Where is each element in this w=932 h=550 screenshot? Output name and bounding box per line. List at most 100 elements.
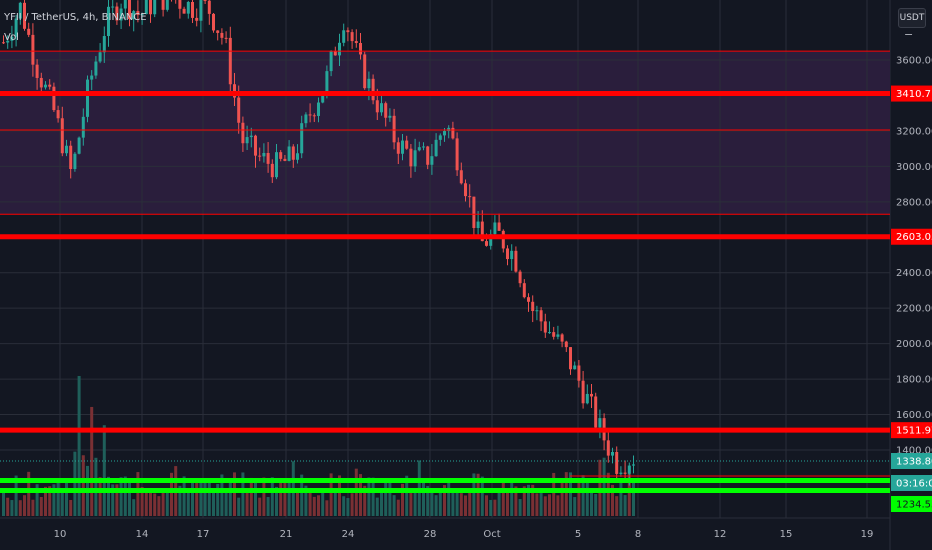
volume-bar bbox=[560, 479, 564, 516]
volume-bar bbox=[140, 486, 144, 516]
candle-body bbox=[350, 32, 354, 42]
volume-bar bbox=[539, 493, 543, 516]
volume-bar bbox=[455, 488, 459, 516]
volume-bar bbox=[300, 474, 304, 516]
candle-body bbox=[283, 158, 287, 161]
volume-bar bbox=[102, 425, 106, 516]
candle-body bbox=[2, 42, 5, 44]
candle-body bbox=[149, 0, 152, 15]
volume-bars bbox=[2, 375, 635, 516]
candle-body bbox=[434, 139, 438, 157]
volume-bar bbox=[73, 451, 77, 516]
candle-body bbox=[522, 283, 526, 298]
candle-body bbox=[611, 451, 614, 456]
candle-body bbox=[165, 0, 169, 10]
candle-body bbox=[388, 115, 392, 118]
volume-bar bbox=[321, 492, 325, 516]
volume-bar bbox=[476, 473, 480, 516]
volume-bar bbox=[380, 492, 383, 516]
volume-bar bbox=[144, 489, 148, 516]
candle-body bbox=[627, 465, 631, 474]
volume-indicator-label[interactable]: Vol bbox=[4, 32, 19, 43]
volume-bar bbox=[157, 496, 161, 516]
candle-body bbox=[140, 14, 144, 16]
candle-body bbox=[573, 365, 577, 370]
collapse-icon[interactable]: − bbox=[904, 28, 914, 41]
candle-body bbox=[585, 393, 589, 404]
volume-bar bbox=[506, 491, 509, 516]
volume-bar bbox=[384, 482, 388, 516]
candle-body bbox=[426, 146, 430, 165]
candle-body bbox=[367, 78, 371, 89]
candle-body bbox=[207, 0, 211, 14]
volume-bar bbox=[14, 475, 18, 516]
candle-body bbox=[594, 396, 598, 428]
volume-bar bbox=[430, 488, 434, 516]
candle-body bbox=[123, 0, 127, 9]
y-tick-label: 3600.00 bbox=[896, 56, 932, 67]
volume-bar bbox=[237, 497, 241, 516]
candle-body bbox=[128, 0, 131, 20]
last-price-badge-bg bbox=[891, 453, 932, 469]
volume-bar bbox=[98, 477, 102, 516]
x-tick-label: 14 bbox=[136, 529, 149, 540]
y-tick-label: 3200.00 bbox=[896, 126, 932, 137]
volume-bar bbox=[338, 475, 341, 516]
y-tick-label: 2800.00 bbox=[896, 197, 932, 208]
volume-bar bbox=[216, 483, 220, 516]
candle-body bbox=[560, 334, 564, 342]
volume-bar bbox=[191, 482, 194, 516]
candle-body bbox=[531, 301, 535, 312]
candle-body bbox=[233, 84, 236, 98]
x-tick-label: Oct bbox=[483, 529, 500, 540]
volume-bar bbox=[149, 490, 152, 516]
volume-bar bbox=[31, 499, 35, 516]
volume-bar bbox=[443, 485, 446, 516]
volume-bar bbox=[371, 477, 375, 516]
volume-bar bbox=[552, 472, 556, 516]
candle-body bbox=[447, 127, 451, 132]
volume-bar bbox=[52, 484, 56, 516]
candle-body bbox=[401, 140, 404, 154]
volume-bar bbox=[409, 492, 413, 516]
volume-bar bbox=[119, 477, 123, 516]
candle-body bbox=[262, 152, 266, 157]
volume-bar bbox=[304, 485, 308, 516]
candle-body bbox=[18, 2, 22, 19]
candle-body bbox=[590, 393, 593, 397]
volume-bar bbox=[619, 481, 623, 516]
candle-body bbox=[77, 137, 81, 154]
candle-body bbox=[606, 440, 610, 456]
volume-bar bbox=[212, 490, 215, 516]
candle-body bbox=[6, 40, 10, 43]
candle-body bbox=[60, 118, 64, 154]
candle-body bbox=[615, 451, 619, 474]
candle-body bbox=[375, 100, 379, 113]
candle-body bbox=[182, 8, 186, 14]
last-price-badge: 1338.80 bbox=[896, 457, 932, 468]
y-tick-label: 2200.00 bbox=[896, 304, 932, 315]
volume-bar bbox=[606, 472, 610, 516]
volume-bar bbox=[585, 479, 589, 516]
candle-body bbox=[564, 341, 568, 348]
symbol-title[interactable]: YFII / TetherUS, 4h, BINANCE bbox=[4, 12, 147, 23]
level-badge-red: 2603.05 bbox=[896, 232, 932, 243]
candle-body bbox=[371, 78, 375, 101]
y-tick-label: 3000.00 bbox=[896, 162, 932, 173]
volume-bar bbox=[590, 490, 593, 516]
candle-body bbox=[304, 114, 308, 124]
horizontal-levels[interactable] bbox=[0, 50, 890, 493]
candle-body bbox=[270, 163, 274, 178]
candle-body bbox=[501, 230, 505, 249]
x-tick-label: 12 bbox=[714, 529, 727, 540]
candle-body bbox=[430, 156, 434, 165]
candle-body bbox=[65, 145, 68, 154]
candle-body bbox=[632, 464, 635, 466]
candle-body bbox=[493, 222, 497, 235]
volume-bar bbox=[90, 406, 94, 516]
volume-bar bbox=[564, 472, 568, 516]
currency-button[interactable]: USDT bbox=[898, 8, 926, 28]
candle-body bbox=[44, 84, 47, 88]
